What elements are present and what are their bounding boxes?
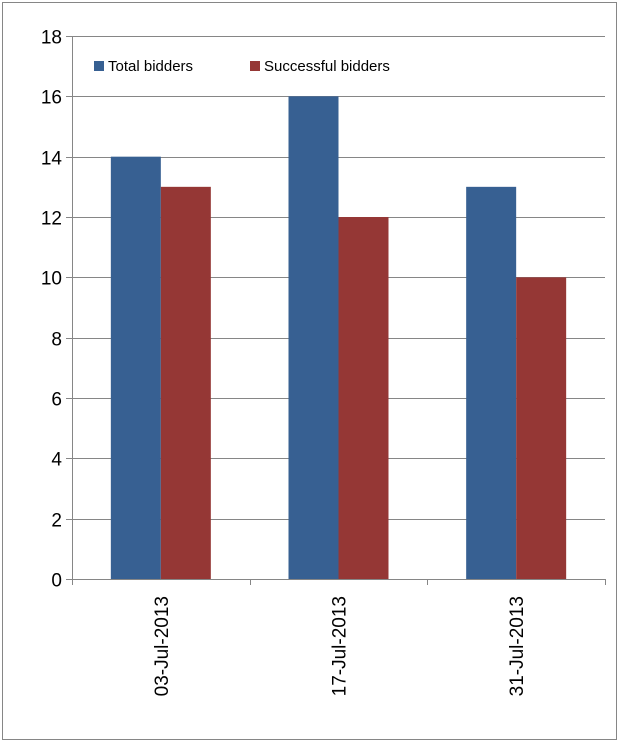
- legend-swatch: [250, 61, 260, 71]
- y-tick-label: 16: [41, 88, 62, 109]
- legend-swatch: [94, 61, 104, 71]
- y-tick-label: 8: [51, 330, 62, 351]
- x-tick-labels: 03-Jul-2013 17-Jul-2013 31-Jul-2013: [152, 596, 528, 696]
- bars: [110, 96, 567, 580]
- y-tick-label: 18: [41, 28, 62, 49]
- bar-successful-bidders-17-Jul-2013: [338, 217, 389, 579]
- axes: [66, 36, 606, 585]
- legend-label: Total bidders: [108, 58, 193, 75]
- y-tick-labels: 0 2 4 6 8 10 12 14 16 18: [41, 28, 63, 592]
- bar-successful-bidders-03-Jul-2013: [160, 186, 211, 580]
- bar-total-bidders-17-Jul-2013: [288, 96, 339, 579]
- y-tick-label: 2: [51, 511, 62, 532]
- y-tick-label: 6: [51, 390, 62, 411]
- y-tick-label: 4: [51, 450, 62, 471]
- x-tick-label: 31-Jul-2013: [507, 596, 528, 696]
- bar-successful-bidders-31-Jul-2013: [516, 277, 567, 579]
- y-tick-label: 0: [51, 571, 62, 592]
- bar-total-bidders-31-Jul-2013: [466, 186, 517, 580]
- y-tick-label: 10: [41, 269, 62, 290]
- bar-total-bidders-03-Jul-2013: [110, 156, 161, 579]
- x-tick-label: 03-Jul-2013: [152, 596, 173, 696]
- legend: Total bidders Successful bidders: [94, 58, 390, 75]
- y-tick-label: 12: [41, 209, 62, 230]
- y-tick-label: 14: [41, 149, 63, 170]
- legend-label: Successful bidders: [264, 58, 390, 75]
- x-tick-label: 17-Jul-2013: [330, 596, 351, 696]
